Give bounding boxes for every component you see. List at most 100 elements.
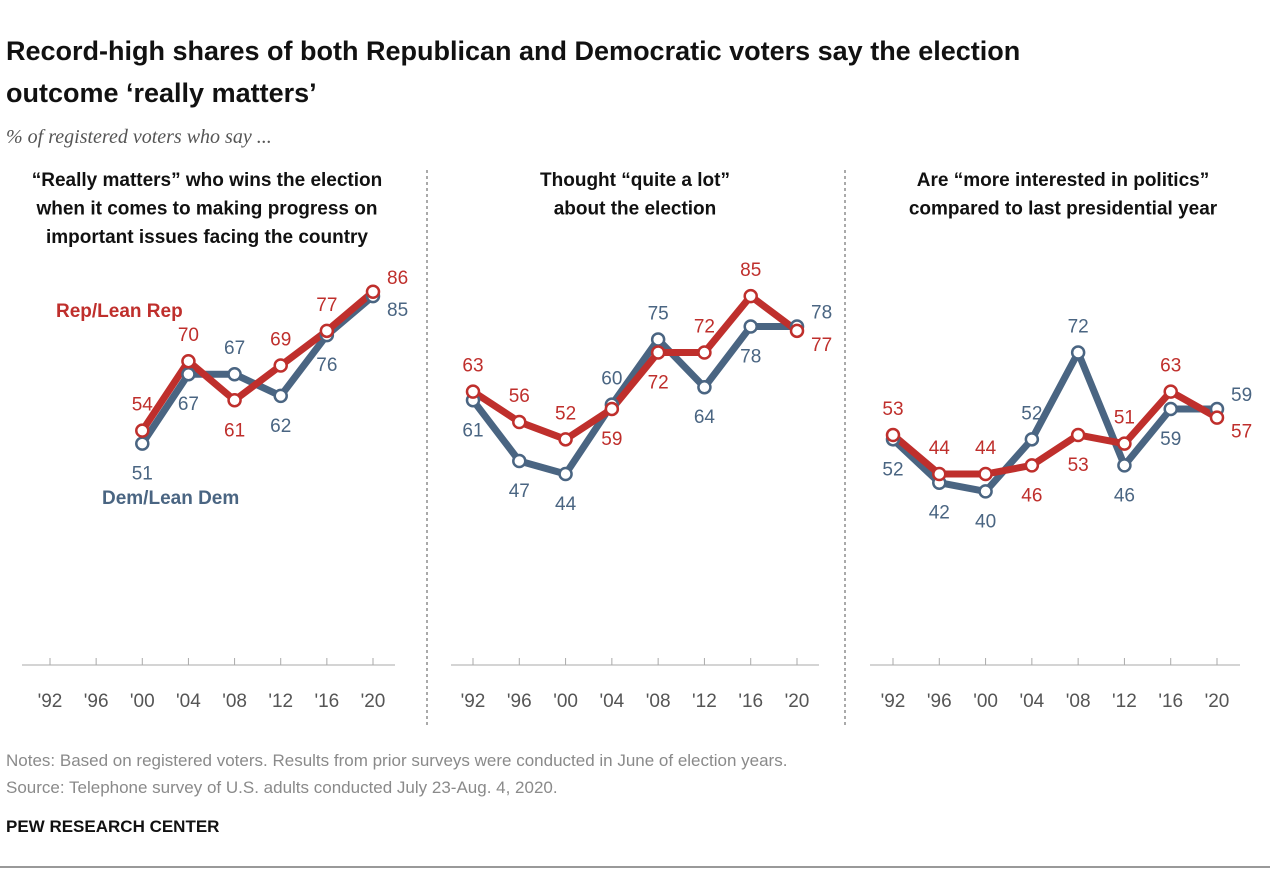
x-tick-label: '12 bbox=[1112, 691, 1137, 712]
point bbox=[135, 436, 150, 451]
value-label: 64 bbox=[694, 407, 716, 428]
panel-title: about the election bbox=[554, 199, 717, 220]
value-label: 59 bbox=[601, 429, 622, 450]
title-line: Record-high shares of both Republican an… bbox=[6, 36, 1020, 108]
point bbox=[1117, 458, 1132, 473]
value-label: 61 bbox=[462, 420, 483, 441]
x-tick-label: '08 bbox=[1066, 691, 1091, 712]
point bbox=[135, 423, 150, 438]
x-tick-label: '20 bbox=[1205, 691, 1230, 712]
point bbox=[558, 466, 573, 482]
value-label: 78 bbox=[811, 302, 832, 323]
value-label: 40 bbox=[975, 511, 996, 532]
x-tick-label: '92 bbox=[881, 691, 906, 712]
point bbox=[697, 379, 712, 395]
point bbox=[743, 288, 758, 304]
x-tick-label: '00 bbox=[130, 691, 155, 712]
value-label: 57 bbox=[1231, 422, 1252, 443]
x-tick-label: '20 bbox=[785, 691, 810, 712]
x-tick-label: '04 bbox=[1019, 691, 1044, 712]
point bbox=[1024, 432, 1040, 447]
panel-title: Are “more interested in politics” bbox=[917, 170, 1209, 191]
value-label: 52 bbox=[555, 403, 576, 424]
panel-title: Thought “quite a lot” bbox=[540, 170, 730, 191]
source: Source: Telephone survey of U.S. adults … bbox=[6, 778, 558, 797]
x-tick-label: '08 bbox=[222, 691, 247, 712]
value-label: 62 bbox=[270, 416, 291, 437]
value-label: 60 bbox=[601, 369, 622, 390]
x-tick-label: '12 bbox=[268, 691, 293, 712]
point bbox=[604, 401, 620, 417]
point bbox=[1163, 401, 1178, 417]
value-label: 75 bbox=[648, 304, 669, 325]
value-label: 63 bbox=[1160, 356, 1181, 377]
value-label: 52 bbox=[1021, 403, 1042, 424]
value-label: 51 bbox=[1114, 408, 1135, 429]
value-label: 56 bbox=[509, 386, 530, 407]
point bbox=[697, 345, 712, 360]
brand: PEW RESEARCH CENTER bbox=[6, 817, 219, 836]
x-tick-label: '16 bbox=[1158, 691, 1183, 712]
point bbox=[1070, 427, 1086, 443]
point bbox=[512, 453, 527, 469]
point bbox=[978, 484, 993, 499]
value-label: 69 bbox=[270, 330, 291, 351]
value-label: 63 bbox=[462, 356, 483, 377]
point bbox=[512, 414, 527, 430]
title-text: outcome ‘really matters’ bbox=[6, 78, 317, 108]
value-label: 44 bbox=[929, 438, 951, 459]
series-line bbox=[890, 388, 1219, 478]
panel-title: important issues facing the country bbox=[46, 227, 368, 248]
point bbox=[789, 323, 805, 339]
value-label: 52 bbox=[882, 459, 903, 480]
point bbox=[273, 388, 288, 404]
x-tick-label: '16 bbox=[738, 691, 763, 712]
value-label: 85 bbox=[387, 300, 408, 321]
value-label: 67 bbox=[178, 394, 199, 415]
value-label: 77 bbox=[811, 335, 832, 356]
x-tick-label: '20 bbox=[361, 691, 386, 712]
value-label: 78 bbox=[740, 346, 761, 367]
value-label: 46 bbox=[1021, 485, 1042, 506]
legend-label: Dem/Lean Dem bbox=[102, 488, 239, 509]
point bbox=[1163, 384, 1178, 399]
value-label: 44 bbox=[975, 438, 997, 459]
point bbox=[650, 332, 666, 347]
x-tick-label: '92 bbox=[38, 691, 63, 712]
point bbox=[1070, 345, 1086, 360]
x-tick-label: '00 bbox=[553, 691, 578, 712]
x-tick-label: '12 bbox=[692, 691, 717, 712]
x-tick-label: '08 bbox=[646, 691, 671, 712]
value-label: 70 bbox=[178, 325, 199, 346]
x-tick-label: '92 bbox=[461, 691, 486, 712]
value-label: 44 bbox=[555, 494, 577, 515]
x-tick-label: '96 bbox=[84, 691, 109, 712]
point bbox=[181, 353, 196, 369]
value-label: 54 bbox=[132, 395, 154, 416]
series-line bbox=[471, 292, 800, 443]
value-label: 61 bbox=[224, 420, 245, 441]
x-tick-label: '96 bbox=[927, 691, 952, 712]
value-label: 59 bbox=[1160, 429, 1181, 450]
subtitle: % of registered voters who say ... bbox=[6, 126, 272, 148]
series-line bbox=[890, 349, 1217, 495]
value-label: 77 bbox=[316, 295, 337, 316]
point bbox=[743, 319, 758, 334]
point bbox=[227, 393, 242, 408]
panel-title: when it comes to making progress on bbox=[35, 199, 377, 220]
value-label: 72 bbox=[694, 317, 715, 338]
title-text: Record-high shares of both Republican an… bbox=[6, 36, 1020, 66]
value-label: 76 bbox=[316, 355, 337, 376]
point bbox=[227, 366, 242, 382]
x-tick-label: '16 bbox=[314, 691, 339, 712]
panel-title: “Really matters” who wins the election bbox=[32, 170, 383, 191]
point bbox=[1024, 458, 1040, 473]
value-label: 53 bbox=[1068, 455, 1089, 476]
value-label: 59 bbox=[1231, 385, 1252, 406]
value-label: 47 bbox=[509, 481, 530, 502]
series-line bbox=[470, 322, 797, 478]
series-line bbox=[139, 289, 376, 433]
point bbox=[365, 284, 381, 300]
point bbox=[465, 384, 481, 399]
